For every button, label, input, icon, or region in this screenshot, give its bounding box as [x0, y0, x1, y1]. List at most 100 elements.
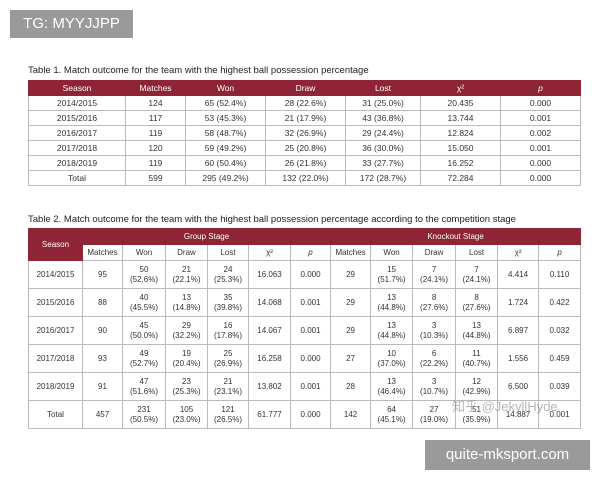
cell: 16.252	[420, 155, 501, 171]
cell: 61.777	[248, 400, 291, 429]
cell: 14.068	[248, 288, 291, 317]
cell: 60 (50.4%)	[185, 155, 266, 171]
cell: 43 (36.8%)	[345, 110, 421, 126]
row: 2018/2019 119 60 (50.4%) 26 (21.8%) 33 (27.7…	[28, 155, 581, 171]
header-cell: Matches	[125, 80, 186, 96]
cell: 457	[82, 400, 123, 429]
cell: 6 (22.2%)	[412, 344, 457, 373]
cell: 28	[330, 372, 372, 401]
header-cell: Won	[122, 244, 166, 261]
cell: 13 (44.8%)	[370, 316, 414, 345]
cell: 295 (49.2%)	[185, 170, 266, 186]
cell: 8 (27.6%)	[455, 288, 499, 317]
cell: 12 (42.9%)	[455, 372, 499, 401]
cell: 90	[82, 316, 123, 345]
row: Total 457 231 (50.5%) 105 (23.0%) 121 (26.5%…	[28, 400, 582, 429]
cell: 0.110	[538, 260, 582, 289]
cell: Total	[28, 400, 83, 429]
cell: 0.001	[289, 372, 332, 401]
table: Season Group Stage Knockout Stage Matches Wo…	[28, 228, 582, 429]
cell: 0.001	[538, 400, 582, 429]
cell: 599	[125, 170, 186, 186]
cell: 93	[82, 344, 123, 373]
cell: 0.000	[289, 344, 332, 373]
cell: 36 (30.0%)	[345, 140, 421, 156]
subheader-row: Matches Won Draw Lost χ² p Matches Won Draw Lost χ…	[29, 244, 582, 261]
row: Total 599 295 (49.2%) 132 (22.0%) 172 (28.7%…	[28, 170, 581, 186]
cell: 2015/2016	[28, 288, 83, 317]
row: 2018/2019 91 47 (51.6%) 23 (25.3%) 21 (23.1%…	[28, 372, 582, 401]
header-cell: χ²	[497, 244, 540, 261]
cell: 88	[82, 288, 123, 317]
cell: 0.001	[289, 288, 332, 317]
cell: 0.000	[289, 260, 332, 289]
cell: 23 (25.3%)	[165, 372, 208, 401]
cell: 119	[125, 155, 186, 171]
cell: 2014/2015	[28, 95, 126, 111]
row: 2017/2018 93 49 (52.7%) 19 (20.4%) 25 (26.9%…	[28, 344, 582, 373]
cell: 72.284	[420, 170, 501, 186]
cell: 25 (26.9%)	[207, 344, 249, 373]
cell: 15 (51.7%)	[370, 260, 414, 289]
cell: 120	[125, 140, 186, 156]
header-cell: p	[289, 244, 332, 261]
cell: 24 (25.3%)	[207, 260, 249, 289]
cell: 13 (46.4%)	[370, 372, 414, 401]
cell: 3 (10.3%)	[412, 316, 457, 345]
cell: 0.001	[289, 316, 332, 345]
cell: 20.435	[420, 95, 501, 111]
cell: 45 (50.0%)	[122, 316, 166, 345]
header-cell: Won	[185, 80, 266, 96]
cell: 172 (28.7%)	[345, 170, 421, 186]
cell: 6.897	[497, 316, 540, 345]
header-row: Season Matches Won Draw Lost χ² p	[28, 80, 581, 96]
header-cell: χ²	[248, 244, 291, 261]
cell: 32 (26.9%)	[265, 125, 346, 141]
row: 2015/2016 88 40 (45.5%) 13 (14.8%) 35 (39.8%…	[28, 288, 582, 317]
cell: 2018/2019	[28, 155, 126, 171]
header-cell: p	[538, 244, 582, 261]
cell: 27	[330, 344, 372, 373]
cell: 2016/2017	[28, 316, 83, 345]
cell: 59 (49.2%)	[185, 140, 266, 156]
cell: 119	[125, 125, 186, 141]
header-cell: Draw	[165, 244, 208, 261]
row: 2015/2016 117 53 (45.3%) 21 (17.9%) 43 (36.8…	[28, 110, 581, 126]
cell: 2015/2016	[28, 110, 126, 126]
cell: 13 (44.8%)	[370, 288, 414, 317]
cell: 29 (32.2%)	[165, 316, 208, 345]
cell: 2016/2017	[28, 125, 126, 141]
table: Season Matches Won Draw Lost χ² p 2014/2015 124 6…	[28, 80, 581, 186]
cell: 95	[82, 260, 123, 289]
cell: 91	[82, 372, 123, 401]
row: 2014/2015 95 50 (52.6%) 21 (22.1%) 24 (25.3%…	[28, 260, 582, 289]
header-cell: Won	[370, 244, 414, 261]
cell: 124	[125, 95, 186, 111]
cell: 40 (45.5%)	[122, 288, 166, 317]
cell: 7 (24.1%)	[455, 260, 499, 289]
cell: 15.050	[420, 140, 501, 156]
cell: 2018/2019	[28, 372, 83, 401]
cell: 132 (22.0%)	[265, 170, 346, 186]
cell: 7 (24.1%)	[412, 260, 457, 289]
cell: 14.067	[248, 316, 291, 345]
cell: 16.063	[248, 260, 291, 289]
cell: Total	[28, 170, 126, 186]
header-cell: χ²	[420, 80, 501, 96]
cell: 28 (22.6%)	[265, 95, 346, 111]
cell: 0.459	[538, 344, 582, 373]
header-cell: Matches	[330, 244, 372, 261]
cell: 25 (20.8%)	[265, 140, 346, 156]
cell: 51 (35.9%)	[455, 400, 499, 429]
cell: 0.000	[500, 95, 581, 111]
cell: 21 (23.1%)	[207, 372, 249, 401]
cell: 29	[330, 260, 372, 289]
cell: 19 (20.4%)	[165, 344, 208, 373]
cell: 16 (17.8%)	[207, 316, 249, 345]
cell: 13 (14.8%)	[165, 288, 208, 317]
cell: 29	[330, 288, 372, 317]
cell: 31 (25.0%)	[345, 95, 421, 111]
header-cell: Draw	[265, 80, 346, 96]
footer-badge: quite-mksport.com	[425, 440, 590, 470]
header-cell: Lost	[345, 80, 421, 96]
